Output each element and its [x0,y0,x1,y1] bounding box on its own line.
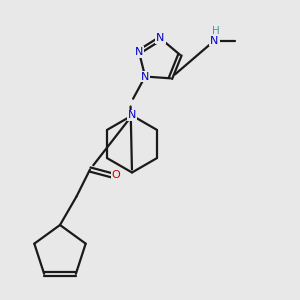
Text: N: N [156,34,165,44]
Text: N: N [141,71,149,82]
Text: H: H [212,26,220,36]
Text: N: N [128,110,136,121]
Text: O: O [112,170,121,181]
Text: N: N [210,35,219,46]
Text: N: N [135,47,143,57]
